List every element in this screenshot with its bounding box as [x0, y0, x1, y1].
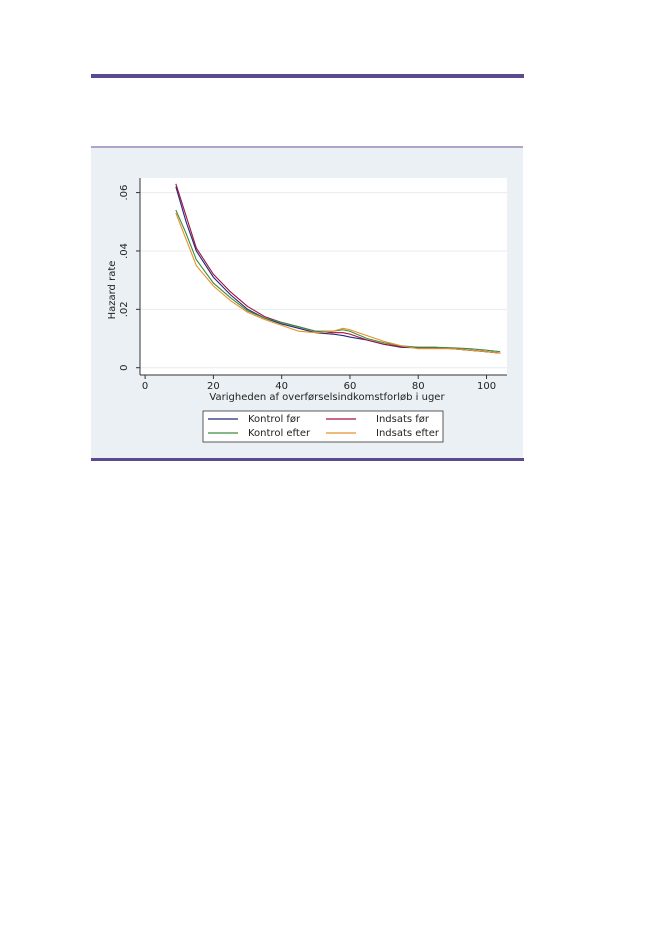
y-tick-label: .06 [119, 185, 130, 201]
legend-label: Indsats før [376, 414, 430, 425]
x-tick-label: 80 [412, 381, 425, 392]
x-tick-label: 40 [275, 381, 288, 392]
y-tick-label: .02 [119, 301, 130, 317]
x-axis-label: Varigheden af overførselsindkomstforløb … [209, 392, 445, 403]
plot-area [140, 178, 507, 375]
series-line [175, 212, 501, 354]
x-tick-label: 100 [477, 381, 496, 392]
legend-label: Indsats efter [376, 428, 440, 439]
y-tick-label: .04 [119, 243, 130, 259]
x-tick-label: 20 [207, 381, 220, 392]
legend-label: Kontrol før [248, 414, 301, 425]
x-tick-label: 60 [344, 381, 357, 392]
legend [202, 410, 444, 443]
bottom-rule [91, 458, 524, 461]
top-rule [91, 74, 524, 78]
y-axis-label: Hazard rate [107, 261, 118, 320]
y-tick-label: 0 [119, 365, 130, 371]
series-line [175, 209, 501, 353]
x-tick-label: 0 [142, 381, 148, 392]
legend-label: Kontrol efter [248, 428, 311, 439]
